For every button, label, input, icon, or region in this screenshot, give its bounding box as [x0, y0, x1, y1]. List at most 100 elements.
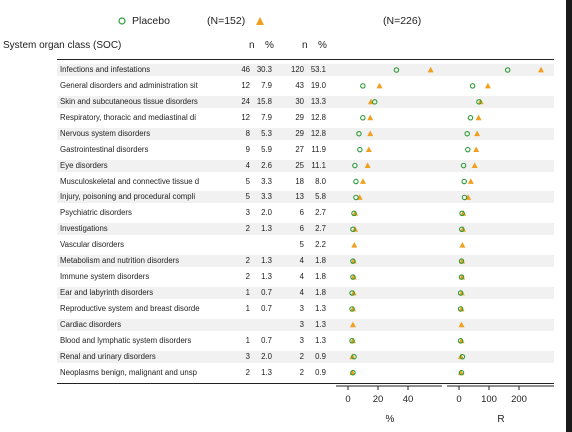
- treatment-r-point: [475, 114, 482, 121]
- soc-row-label: Skin and subcutaneous tissue disorders: [60, 96, 198, 106]
- soc-row-label: Eye disorders: [60, 160, 108, 170]
- placebo-n-cell: 3: [245, 351, 250, 361]
- treatment-n-cell: 30: [295, 96, 304, 106]
- placebo-pct-header: %: [265, 40, 274, 51]
- treatment-r-point: [473, 146, 480, 153]
- treatment-r-point: [460, 210, 467, 216]
- placebo-r-point: [457, 290, 464, 296]
- treatment-r-point: [458, 321, 465, 328]
- placebo-pct-point: [350, 274, 356, 280]
- placebo-r-point: [457, 306, 464, 312]
- placebo-n-cell: 2: [245, 272, 250, 282]
- placebo-pct-cell: 5.9: [261, 144, 272, 154]
- soc-row-label: Respiratory, thoracic and mediastinal di: [60, 112, 196, 122]
- treatment-legend-marker: [256, 17, 264, 25]
- row-stripe: [57, 255, 554, 268]
- bottom-rule: [57, 383, 554, 384]
- treatment-n-header: n: [302, 40, 308, 51]
- soc-row-label: Psychiatric disorders: [60, 208, 132, 218]
- soc-row-label: Renal and urinary disorders: [60, 351, 156, 361]
- row-stripe: [57, 223, 554, 236]
- placebo-r-point: [457, 338, 464, 344]
- pct-axis-tick-label: 20: [373, 394, 384, 405]
- placebo-r-point: [458, 258, 465, 264]
- row-stripe: [57, 318, 554, 331]
- treatment-r-point: [460, 226, 466, 232]
- placebo-n-cell: 12: [241, 112, 250, 122]
- placebo-n-cell: 2: [245, 256, 250, 266]
- placebo-r-point: [465, 146, 471, 153]
- placebo-n-cell: 5: [245, 176, 250, 186]
- treatment-pct-cell: 2.7: [315, 208, 326, 218]
- treatment-pct-point: [349, 321, 356, 328]
- placebo-n-cell: 9: [245, 144, 250, 154]
- treatment-n-cell: 6: [299, 224, 304, 234]
- treatment-pct-cell: 5.8: [315, 192, 326, 202]
- placebo-pct-cell: 1.3: [261, 367, 272, 377]
- placebo-r-point: [461, 194, 468, 201]
- legend: Placebo (N=152) (N=226): [0, 12, 572, 30]
- placebo-pct-point: [360, 83, 366, 89]
- top-rule: [57, 59, 554, 60]
- soc-row-label: Investigations: [60, 224, 108, 234]
- placebo-r-point: [467, 115, 474, 121]
- row-stripe: [57, 159, 554, 172]
- placebo-pct-cell: 5.3: [261, 128, 272, 138]
- treatment-n-cell: 5: [299, 240, 304, 250]
- treatment-pct-cell: 53.1: [310, 65, 326, 74]
- placebo-pct-point: [356, 130, 362, 137]
- r-axis-tick-label: 100: [481, 394, 497, 405]
- soc-row-label: Infections and infestations: [60, 65, 151, 74]
- placebo-pct-point: [350, 369, 356, 376]
- placebo-legend-n: (N=152): [207, 15, 246, 27]
- placebo-n-cell: 2: [245, 224, 250, 234]
- treatment-n-cell: 120: [290, 65, 304, 74]
- treatment-pct-point: [367, 130, 374, 137]
- treatment-n-cell: 3: [299, 335, 304, 345]
- pct-axis-tick-label: 40: [403, 394, 414, 405]
- treatment-pct-point: [364, 162, 371, 168]
- treatment-r-point: [484, 82, 491, 89]
- placebo-r-point: [469, 83, 476, 89]
- treatment-r-point: [471, 162, 478, 168]
- treatment-pct-cell: 1.8: [315, 256, 326, 266]
- placebo-r-point: [504, 67, 511, 73]
- placebo-pct-point: [350, 226, 356, 233]
- treatment-pct-cell: 11.9: [311, 144, 326, 154]
- treatment-n-cell: 43: [295, 80, 304, 90]
- placebo-r-point: [459, 210, 465, 217]
- placebo-n-cell: 12: [241, 80, 250, 90]
- placebo-pct-cell: 7.9: [261, 112, 272, 122]
- r-axis-tick-label: 200: [511, 394, 527, 405]
- soc-row-label: Immune system disorders: [60, 272, 150, 282]
- placebo-r-point: [476, 99, 482, 105]
- treatment-n-cell: 27: [295, 144, 304, 154]
- placebo-pct-cell: 3.3: [261, 192, 272, 202]
- treatment-n-cell: 4: [299, 256, 304, 266]
- placebo-r-point: [459, 353, 466, 360]
- treatment-n-cell: 25: [295, 160, 304, 170]
- treatment-n-cell: 4: [299, 272, 304, 282]
- treatment-pct-cell: 12.8: [310, 112, 326, 122]
- r-axis-tick-label: 0: [456, 394, 461, 405]
- placebo-r-point: [460, 162, 467, 169]
- treatment-pct-cell: 8.0: [315, 176, 326, 186]
- placebo-pct-point: [351, 353, 357, 360]
- soc-row-label: Musculoskeletal and connective tissue d: [60, 176, 200, 186]
- placebo-pct-point: [349, 290, 355, 296]
- placebo-r-point: [459, 226, 465, 233]
- row-stripe: [57, 287, 554, 300]
- placebo-pct-cell: 1.3: [261, 272, 272, 282]
- treatment-pct-cell: 1.3: [315, 335, 326, 345]
- placebo-pct-point: [353, 194, 359, 201]
- placebo-pct-cell: 30.3: [256, 65, 272, 74]
- placebo-pct-point: [353, 178, 359, 185]
- row-stripe: [57, 350, 554, 363]
- placebo-r-point: [458, 369, 465, 376]
- treatment-r-point: [457, 353, 464, 360]
- soc-row-label: Metabolism and nutrition disorders: [60, 256, 180, 266]
- row-stripe: [57, 64, 554, 76]
- placebo-r-point: [464, 130, 470, 137]
- placebo-pct-point: [371, 99, 378, 105]
